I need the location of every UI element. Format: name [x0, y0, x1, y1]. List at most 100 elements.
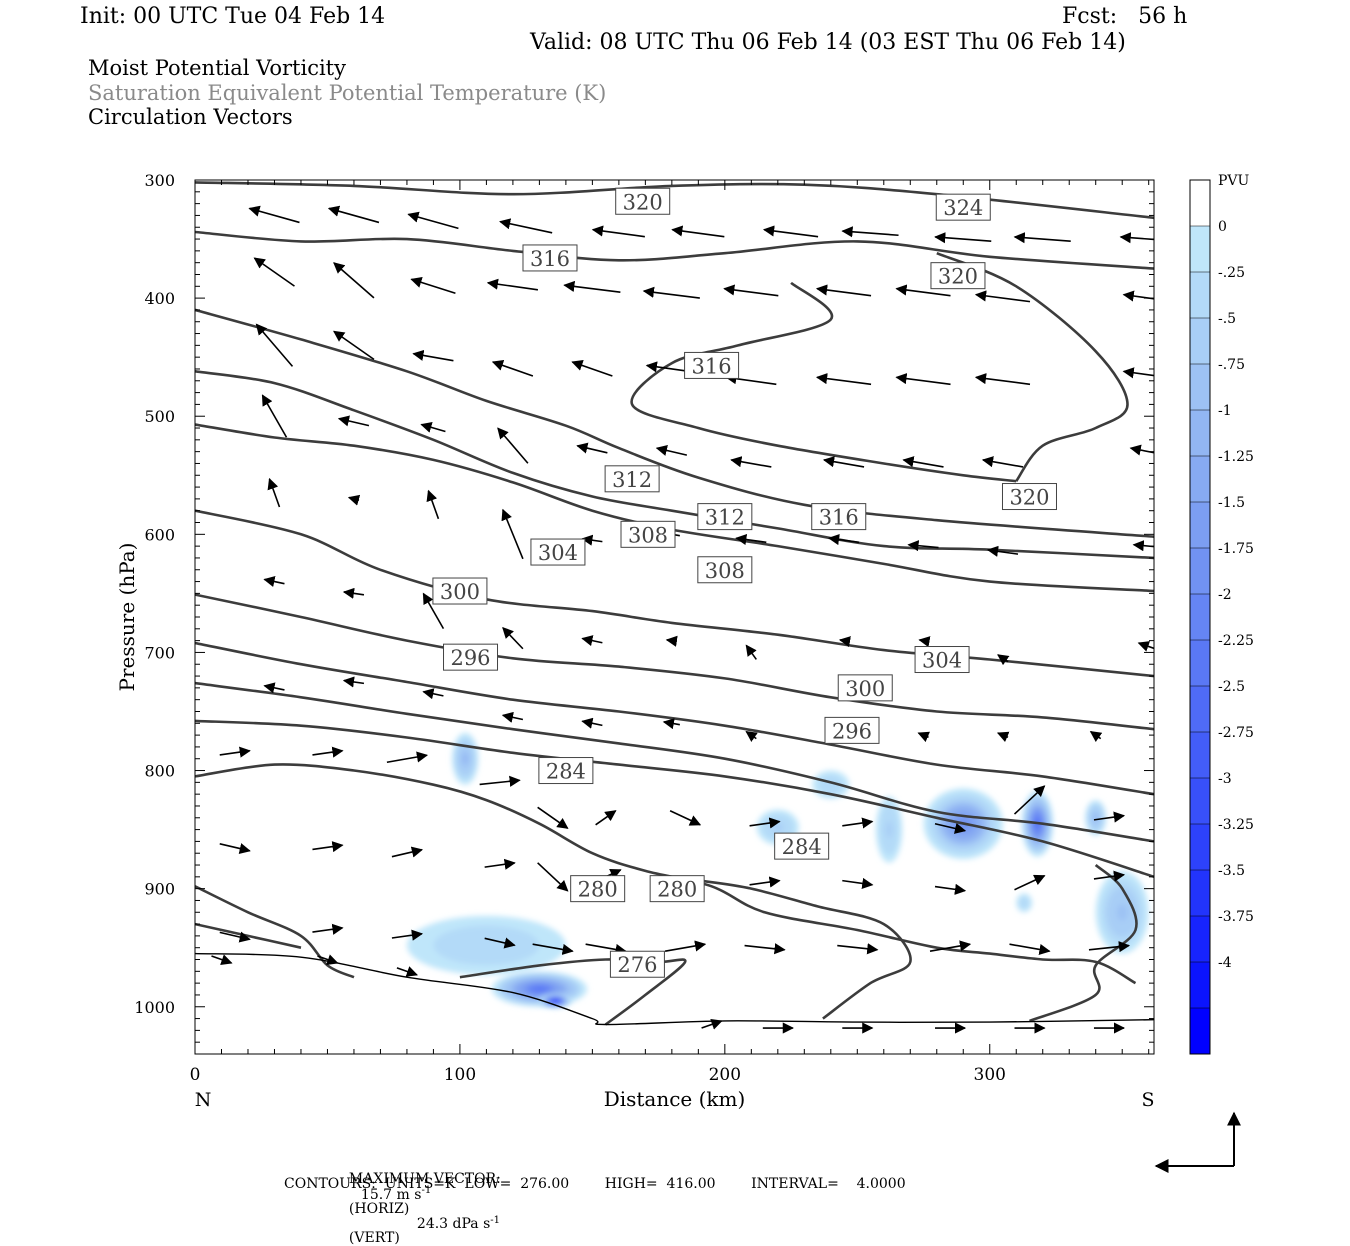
circulation-vector: [342, 676, 365, 688]
pv-blob: [451, 732, 479, 785]
circulation-vector: [902, 456, 944, 468]
contour-label-text: 308: [705, 559, 745, 583]
x-tick-label: 100: [444, 1065, 476, 1085]
circulation-vector: [563, 280, 621, 293]
circulation-vector: [219, 746, 251, 758]
contour-label-text: 284: [782, 835, 822, 859]
theta-es-contour-line: [195, 763, 1137, 985]
circulation-vector: [745, 644, 757, 660]
colorbar-swatch: [1190, 824, 1210, 871]
colorbar-tick-label: -1.5: [1218, 495, 1245, 511]
circulation-vector: [407, 211, 459, 230]
pv-blob-level: [463, 754, 468, 764]
circulation-vector: [1089, 730, 1103, 742]
circulation-vector: [410, 277, 456, 295]
theta-es-contour-line: [936, 251, 1129, 482]
circulation-vector: [723, 284, 779, 297]
circulation-vector: [484, 858, 516, 870]
circulation-vector: [929, 940, 972, 952]
contour-label: 308: [620, 520, 676, 548]
contour-label-box: [697, 503, 753, 531]
contour-label: 316: [522, 244, 578, 272]
circulation-vector: [585, 943, 627, 955]
circulation-vector: [744, 943, 786, 955]
colorbar-swatch: [1190, 456, 1210, 503]
forecast-hour: Fcst: 56 h: [1062, 4, 1188, 29]
circulation-vector: [745, 730, 758, 742]
contour-label-box: [609, 950, 665, 978]
circulation-vector: [986, 545, 1019, 557]
circulation-vector: [253, 257, 295, 287]
colorbar-tick-label: -3.75: [1218, 909, 1254, 925]
contour-label-box: [538, 757, 594, 785]
pv-blob-level: [1021, 899, 1027, 906]
circulation-vector: [918, 636, 931, 648]
colorbar-tick-label: -.25: [1218, 265, 1245, 281]
contour-label-text: 276: [617, 953, 657, 977]
contour-label: 320: [1001, 483, 1057, 511]
circulation-vector: [642, 286, 700, 299]
terrain-line: [195, 952, 1154, 1026]
circulation-vector: [1088, 941, 1131, 953]
circulation-vector: [391, 929, 424, 941]
circulation-vector: [391, 846, 424, 858]
colorbar-swatch: [1190, 364, 1210, 411]
circulation-vector: [974, 373, 1031, 386]
y-tick-label: 700: [144, 643, 175, 662]
circulation-vector: [841, 226, 899, 238]
contours-info: CONTOURS: UNITS=K LOW= 276.00 HIGH= 416.…: [284, 1176, 906, 1192]
contour-label: 320: [615, 187, 671, 215]
circulation-vector: [571, 360, 613, 377]
contour-label: 312: [604, 465, 660, 493]
colorbar-tick-label: -1.75: [1218, 541, 1254, 557]
contour-labels: 320 324 316 320 316 312 320 312 316 308 304 308 300 2…: [432, 187, 1057, 978]
y-tick-label: 400: [144, 289, 175, 308]
circulation-vector: [934, 822, 967, 834]
contour-label-box: [649, 875, 705, 903]
circulation-vector: [655, 444, 688, 456]
colorbar-title: PVU: [1218, 173, 1250, 189]
pv-blob: [875, 796, 903, 863]
circulation-vector: [422, 688, 444, 700]
circulation-vector: [581, 534, 603, 546]
circulation-vector: [537, 806, 569, 829]
init-time: Init: 00 UTC Tue 04 Feb 14: [80, 4, 386, 29]
circulation-vector: [396, 966, 418, 977]
circulation-vector: [1137, 641, 1154, 652]
colorbar-tick-label: 0: [1218, 219, 1227, 235]
circulation-vector: [749, 876, 781, 888]
circulation-vector: [997, 654, 1010, 666]
colorbar: PVU 0 -.25 -.5 -.75 -1 -1.25 -1.5 -1.75 -2 -2.25 -2…: [1189, 173, 1254, 1055]
colorbar-swatch: [1190, 686, 1210, 733]
pv-blob-level: [1116, 904, 1128, 921]
contour-label-text: 308: [628, 523, 668, 547]
contour-label-box: [530, 538, 586, 566]
colorbar-frame: [1189, 179, 1211, 1055]
theta-es-contour-line: [195, 593, 1154, 731]
colorbar-swatch: [1190, 778, 1210, 825]
max-horiz-unit: (HORIZ): [348, 1200, 410, 1217]
x-tick-label: 300: [974, 1065, 1006, 1085]
circulation-vector: [422, 592, 445, 629]
colorbar-swatch: [1190, 548, 1210, 595]
contour-label-text: 284: [546, 760, 586, 784]
plot-frame: [194, 179, 1155, 1055]
colorbar-tick-label: -2: [1218, 587, 1232, 603]
y-tick-label: 600: [144, 525, 175, 544]
contour-label-text: 296: [450, 646, 490, 670]
colorbar-swatch: [1190, 180, 1210, 227]
circulation-vector: [333, 330, 375, 361]
contour-label-box: [824, 716, 880, 744]
circulation-vector: [501, 711, 524, 723]
contour-label-box: [443, 643, 499, 671]
colorbar-tick-label: -3.25: [1218, 817, 1254, 833]
pv-blob: [1085, 800, 1107, 836]
terrain-surface: [195, 952, 1154, 1026]
theta-es-contour-line: [195, 181, 1154, 220]
colorbar-swatch: [1190, 272, 1210, 319]
y-tick-label: 900: [144, 880, 175, 899]
circulation-vector: [934, 883, 967, 895]
circulation-vector: [312, 923, 344, 935]
circulation-vector: [1013, 785, 1046, 815]
contour-label-text: 316: [530, 247, 570, 271]
